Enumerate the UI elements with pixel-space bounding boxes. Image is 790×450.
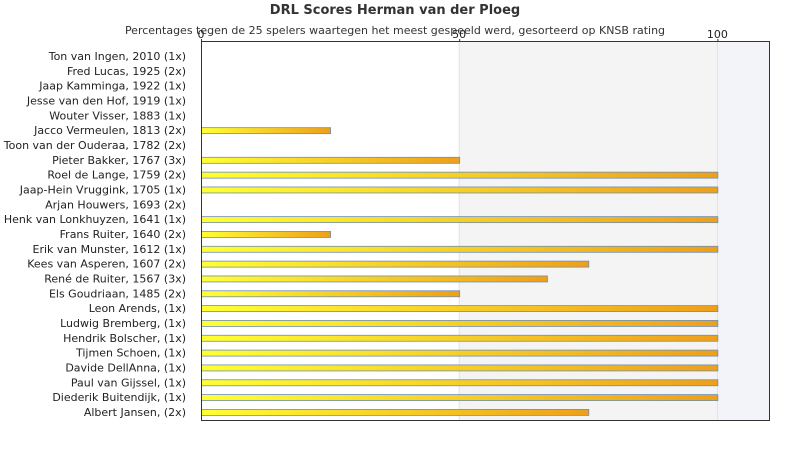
category-label-15: René de Ruiter, 1567 (3x) (44, 272, 186, 285)
bar-8 (201, 171, 719, 179)
category-label-5: Jacco Vermeulen, 1813 (2x) (33, 124, 186, 137)
category-label-14: Kees van Asperen, 1607 (2x) (27, 258, 186, 271)
category-label-22: Paul van Gijssel, (1x) (71, 376, 186, 389)
bar-18 (201, 320, 719, 327)
plot-frame (201, 41, 770, 421)
category-label-23: Diederik Buitendijk, (1x) (52, 391, 186, 404)
category-label-7: Pieter Bakker, 1767 (3x) (52, 154, 186, 167)
tick-label-100: 100 (707, 28, 728, 41)
category-label-12: Frans Ruiter, 1640 (2x) (60, 228, 186, 241)
bar-19 (201, 334, 719, 342)
band-50-100 (459, 41, 718, 420)
plot-background-bands (458, 41, 769, 420)
category-label-13: Erik van Munster, 1612 (1x) (33, 243, 186, 256)
category-label-17: Leon Arends, (1x) (89, 302, 186, 315)
tick-labels-group: 0 50 100 (198, 28, 728, 41)
category-label-10: Arjan Houwers, 1693 (2x) (45, 198, 186, 211)
category-label-20: Tijmen Schoen, (1x) (75, 347, 186, 360)
chart-subtitle: Percentages tegen de 25 spelers waartege… (124, 24, 666, 37)
bar-21 (201, 364, 719, 372)
axis-group (201, 41, 770, 421)
tick-label-50: 50 (452, 28, 466, 41)
category-label-11: Henk van Lonkhuyzen, 1641 (1x) (4, 213, 186, 226)
bar-14 (201, 260, 590, 268)
category-label-4: Wouter Visser, 1883 (1x) (49, 109, 186, 122)
category-label-8: Roel de Lange, 1759 (2x) (47, 169, 186, 182)
bar-9 (201, 186, 719, 194)
bar-20 (201, 349, 719, 357)
bar-7 (201, 156, 461, 164)
bar-17 (201, 305, 719, 313)
bar-15 (201, 275, 548, 283)
category-label-0: Ton van Ingen, 2010 (1x) (48, 50, 186, 63)
bar-24 (201, 409, 590, 416)
category-label-21: Davide DellAnna, (1x) (65, 361, 186, 374)
category-labels-group: Ton van Ingen, 2010 (1x) Fred Lucas, 1925… (3, 50, 186, 419)
chart-title: DRL Scores Herman van der Ploeg (269, 3, 521, 18)
category-label-9: Jaap-Hein Vruggink, 1705 (1x) (19, 183, 186, 196)
bar-23 (201, 394, 719, 401)
category-label-24: Albert Jansen, (2x) (84, 406, 186, 419)
bar-22 (201, 379, 719, 387)
bar-16 (201, 290, 461, 298)
category-label-18: Ludwig Bremberg, (1x) (60, 317, 186, 330)
tick-label-0: 0 (198, 28, 205, 41)
category-label-19: Hendrik Bolscher, (1x) (63, 332, 186, 345)
category-label-16: Els Goudriaan, 1485 (2x) (49, 287, 186, 300)
category-label-3: Jesse van den Hof, 1919 (1x) (26, 94, 186, 107)
bar-5 (201, 127, 331, 135)
bar-13 (201, 245, 719, 253)
bar-12 (201, 231, 331, 238)
category-label-6: Toon van der Ouderaa, 1782 (2x) (3, 139, 186, 152)
bar-11 (201, 216, 719, 224)
band-100-plus (717, 41, 769, 420)
category-label-1: Fred Lucas, 1925 (2x) (67, 65, 186, 78)
category-label-2: Jaap Kamminga, 1922 (1x) (38, 80, 186, 93)
